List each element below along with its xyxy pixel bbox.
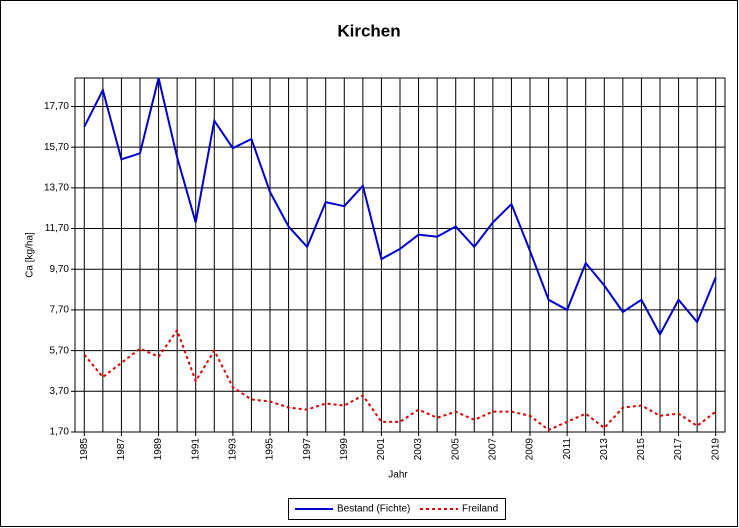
- y-tick-label: 5,70: [50, 345, 70, 356]
- legend: [288, 498, 506, 520]
- x-tick-label: 2003: [413, 438, 424, 461]
- y-tick-label: 1,70: [50, 427, 70, 438]
- plot-area: [74, 77, 726, 433]
- x-tick-label: 1985: [79, 438, 90, 461]
- x-tick-label: 2005: [450, 438, 461, 461]
- y-tick-label: 15,70: [44, 142, 69, 153]
- y-tick-label: 9,70: [50, 264, 70, 275]
- x-tick-label: 1987: [116, 438, 127, 461]
- x-tick-label: 1995: [265, 438, 276, 461]
- x-tick-label: 1993: [227, 438, 238, 461]
- x-tick-label: 1997: [302, 438, 313, 461]
- y-tick-label: 7,70: [50, 305, 70, 316]
- y-tick-label: 3,70: [50, 386, 70, 397]
- x-tick-label: 2019: [710, 438, 721, 461]
- x-tick-label: 1989: [153, 438, 164, 461]
- y-axis-label: Ca [kg/ha]: [25, 232, 36, 278]
- data-line: [83, 328, 717, 432]
- data-line: [83, 77, 717, 337]
- y-tick-label: 11,70: [45, 223, 70, 234]
- x-tick-label: 1999: [339, 438, 350, 461]
- x-tick-label: 2007: [487, 438, 498, 461]
- x-axis-label: Jahr: [388, 470, 408, 481]
- x-tick-label: 1991: [190, 438, 201, 461]
- legend-label: Freiland: [462, 504, 498, 515]
- chart-title: Kirchen: [337, 21, 400, 40]
- x-tick-label: 2017: [673, 438, 684, 461]
- legend-label: Bestand (Fichte): [337, 504, 410, 515]
- y-tick-label: 13,70: [44, 183, 69, 194]
- x-tick-label: 2011: [562, 438, 573, 460]
- x-tick-label: 2001: [376, 438, 387, 461]
- x-tick-label: 2015: [636, 438, 647, 461]
- x-tick-label: 2013: [599, 438, 610, 461]
- y-tick-label: 17,70: [44, 101, 69, 112]
- x-tick-label: 2009: [525, 438, 536, 461]
